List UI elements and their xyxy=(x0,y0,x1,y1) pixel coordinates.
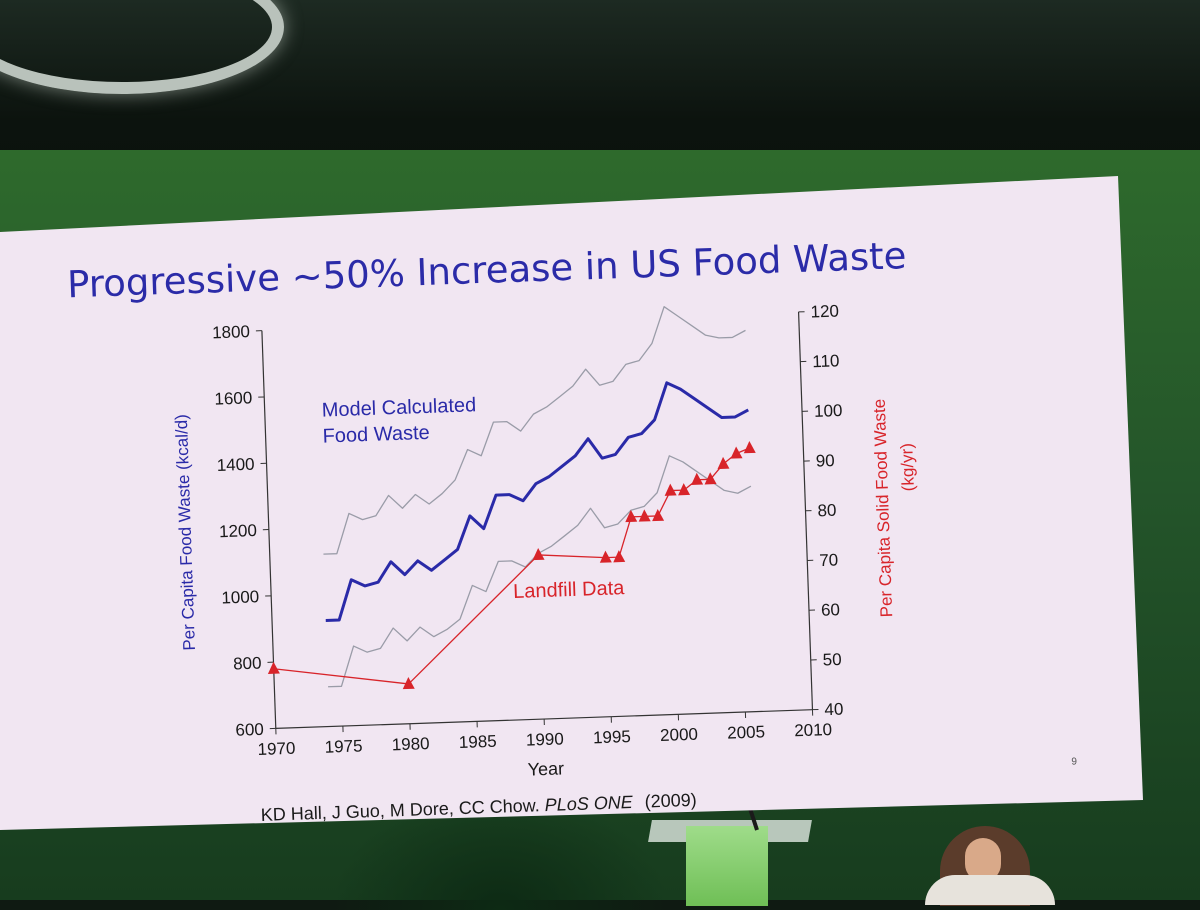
y-axis-label-right-line2: (kg/yr) xyxy=(897,443,918,492)
y-tick-label-right: 50 xyxy=(822,650,842,670)
y-tick-label-left: 800 xyxy=(233,654,262,674)
x-tick-label: 2010 xyxy=(794,720,832,740)
y-tick-label-left: 1400 xyxy=(216,455,254,475)
citation-journal: PLoS ONE xyxy=(544,792,634,815)
y-tick-label-right: 120 xyxy=(810,302,839,322)
x-tick-label: 1990 xyxy=(526,729,564,749)
y-tick-label-right: 40 xyxy=(824,700,844,720)
citation-year: (2009) xyxy=(644,790,697,812)
x-tick-label: 1995 xyxy=(593,727,631,747)
y-tick-label-right: 110 xyxy=(812,351,840,371)
x-tick-label: 2005 xyxy=(727,722,765,742)
slide-page-number: 9 xyxy=(1071,756,1077,767)
y-tick-label-right: 90 xyxy=(815,451,835,471)
x-tick-label: 1980 xyxy=(391,734,429,754)
x-tick-label: 1985 xyxy=(459,732,497,752)
x-tick-label: 1975 xyxy=(324,736,362,756)
x-tick-label: 2000 xyxy=(660,725,698,745)
y-tick-label-right: 60 xyxy=(821,600,841,620)
annotation-model-line2: Food Waste xyxy=(322,422,430,448)
y-tick-label-right: 100 xyxy=(814,401,843,421)
x-axis-label: Year xyxy=(527,758,564,779)
annotation-landfill: Landfill Data xyxy=(513,577,626,603)
x-tick-label: 1970 xyxy=(257,739,295,759)
y-tick-label-left: 1200 xyxy=(219,521,257,541)
y-tick-label-left: 1800 xyxy=(212,322,250,342)
y-tick-label-left: 600 xyxy=(235,720,264,740)
y-tick-label-left: 1600 xyxy=(214,388,252,408)
y-tick-label-right: 70 xyxy=(819,550,839,570)
y-tick-label-left: 1000 xyxy=(221,587,259,607)
y-tick-label-right: 80 xyxy=(817,501,837,521)
